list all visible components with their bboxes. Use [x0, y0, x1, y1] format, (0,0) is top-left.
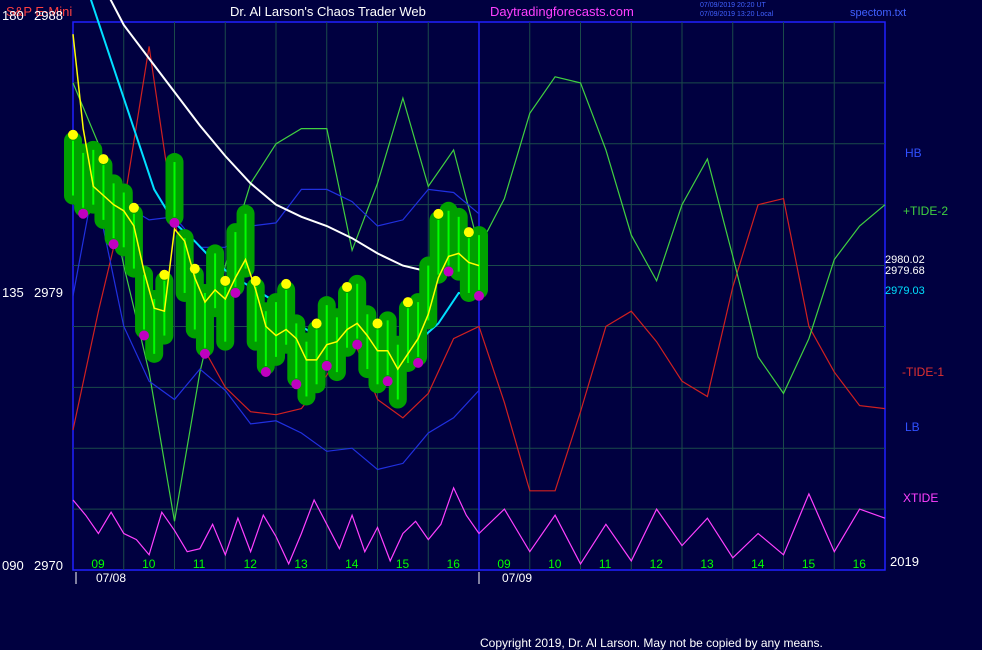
low-dot	[382, 376, 393, 387]
low-dot	[169, 217, 180, 228]
x-tick-label: 10	[548, 557, 562, 571]
low-dot	[108, 239, 119, 250]
time-utc: 07/09/2019 20:20 UT	[700, 2, 766, 9]
x-tick-label: 10	[142, 557, 156, 571]
instrument-title: S&P E-Mini	[6, 4, 72, 19]
low-dot	[352, 339, 363, 350]
lb-band-line	[72, 143, 480, 471]
low-dot	[78, 208, 89, 219]
x-tick-label: 12	[650, 557, 664, 571]
y-price-mid: 2979	[34, 285, 63, 300]
low-dot	[260, 367, 271, 378]
date-label-2: 07/09	[502, 571, 532, 585]
low-dot	[474, 290, 484, 301]
fast-ma-line	[72, 34, 480, 371]
white-ma-line	[109, 0, 480, 276]
high-dot	[98, 154, 109, 165]
high-dot	[220, 275, 231, 286]
high-dot	[128, 202, 139, 213]
legend-xtide: XTIDE	[903, 491, 938, 505]
y-cycle-mid: 135	[2, 285, 24, 300]
x-tick-label: 16	[853, 557, 867, 571]
legend-tide1: -TIDE-1	[902, 365, 944, 379]
x-tick-label: 15	[802, 557, 816, 571]
legend-hb: HB	[905, 146, 922, 160]
x-tick-label: 11	[193, 557, 206, 571]
low-dot	[321, 360, 332, 371]
x-tick-label: 15	[396, 557, 410, 571]
x-tick-label: 12	[244, 557, 258, 571]
x-tick-label: 16	[447, 557, 461, 571]
x-tick-label: 13	[294, 557, 308, 571]
x-tick-label: 11	[599, 557, 612, 571]
low-dot	[413, 357, 424, 368]
x-tick-label: 09	[497, 557, 511, 571]
low-dot	[199, 348, 210, 359]
x-tick-label: 13	[700, 557, 714, 571]
date-label-1: 07/08	[96, 571, 126, 585]
high-dot	[311, 318, 322, 329]
xtide-line	[72, 486, 886, 566]
high-dot	[463, 227, 474, 238]
low-dot	[291, 379, 302, 390]
copyright: Copyright 2019, Dr. Al Larson. May not b…	[480, 636, 823, 650]
x-axis: 09 10 11 12 13 14 15 16 09 10 11 12 13 14 15 16	[75, 557, 867, 584]
x-tick-label: 14	[345, 557, 359, 571]
y-cycle-top: 180	[2, 8, 24, 23]
low-dot	[443, 266, 454, 277]
site-title: Dr. Al Larson's Chaos Trader Web	[230, 4, 426, 19]
high-dot	[342, 281, 353, 292]
y-price-bottom: 2970	[34, 558, 63, 573]
year-label: 2019	[890, 554, 919, 569]
last-value-2: 2979.68	[885, 265, 925, 277]
high-dot	[372, 318, 383, 329]
x-tick-label: 09	[91, 557, 105, 571]
y-cycle-bottom: 090	[2, 558, 24, 573]
high-dot	[159, 269, 170, 280]
last-value-1: 2980.02	[885, 254, 925, 266]
high-dot	[402, 297, 413, 308]
x-tick-label: 14	[751, 557, 765, 571]
low-dot	[139, 330, 150, 341]
high-dot	[281, 278, 292, 289]
legend-tide2: +TIDE-2	[903, 204, 948, 218]
low-dot	[230, 287, 241, 298]
last-value-3: 2979.03	[885, 285, 925, 297]
site-url[interactable]: Daytradingforecasts.com	[490, 4, 634, 19]
time-local: 07/09/2019 13:20 Local	[700, 11, 774, 18]
y-price-top: 2988	[34, 8, 63, 23]
price-bars	[64, 34, 488, 409]
file-name: spectom.txt	[850, 7, 906, 19]
high-dot	[433, 208, 444, 219]
legend-lb: LB	[905, 420, 920, 434]
high-dot	[68, 129, 78, 140]
